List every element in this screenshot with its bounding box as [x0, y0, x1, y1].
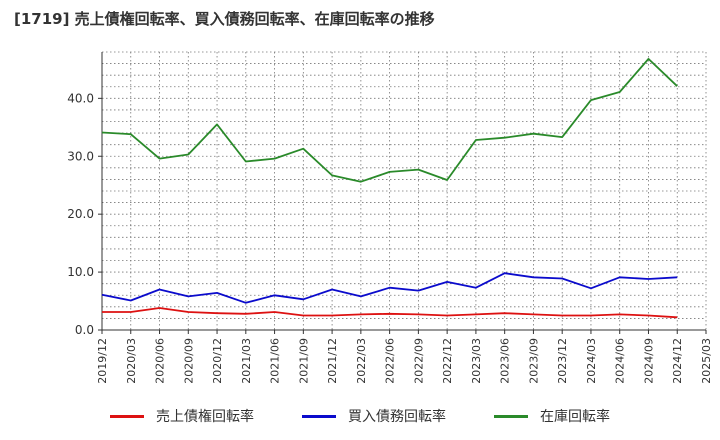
chart-title: [1719] 売上債権回転率、買入債務回転率、在庫回転率の推移	[14, 10, 435, 28]
grid-layer	[101, 51, 707, 331]
axis-layer	[98, 52, 707, 334]
series-layer	[101, 58, 678, 319]
y-tick-label: 0.0	[75, 323, 94, 337]
legend-item-payables: 買入債務回転率	[302, 406, 446, 426]
x-tick-label: 2022/06	[384, 338, 397, 384]
series-line-inventory	[101, 58, 678, 183]
legend-label-inventory: 在庫回転率	[540, 409, 610, 425]
x-tick-label: 2025/03	[700, 338, 713, 384]
x-tick-label: 2021/03	[240, 338, 253, 384]
x-tick-label: 2024/09	[642, 338, 655, 384]
legend-swatch-payables	[302, 414, 336, 418]
x-tick-label: 2024/12	[671, 338, 684, 384]
x-tick-label: 2022/12	[441, 338, 454, 384]
x-tick-label: 2024/06	[614, 338, 627, 384]
series-line-receivables	[102, 307, 678, 319]
x-tick-label: 2022/03	[355, 338, 368, 384]
x-tick-label: 2021/12	[326, 338, 339, 384]
x-tick-label: 2020/09	[182, 338, 195, 384]
legend-swatch-receivables	[110, 414, 144, 418]
y-tick-label: 30.0	[67, 149, 94, 163]
legend-item-receivables: 売上債権回転率	[110, 406, 254, 426]
x-tick-label: 2021/06	[269, 338, 282, 384]
x-tick-label: 2022/09	[412, 338, 425, 384]
label-layer: 0.0 10.0 20.0 30.0 40.0 2019/12 2020/03 2020/06…	[67, 91, 713, 383]
x-tick-label: 2020/12	[211, 338, 224, 384]
legend: 売上債権回転率 買入債務回転率 在庫回転率	[0, 406, 720, 426]
y-tick-label: 40.0	[67, 91, 94, 105]
y-tick-label: 20.0	[67, 207, 94, 221]
y-tick-label: 10.0	[67, 265, 94, 279]
x-tick-label: 2023/12	[556, 338, 569, 384]
legend-label-payables: 買入債務回転率	[348, 409, 446, 425]
legend-swatch-inventory	[494, 414, 528, 418]
x-tick-label: 2023/03	[470, 338, 483, 384]
x-tick-label: 2023/09	[527, 338, 540, 384]
x-tick-label: 2020/06	[154, 338, 167, 384]
legend-item-inventory: 在庫回転率	[494, 406, 610, 426]
x-tick-label: 2024/03	[585, 338, 598, 384]
x-tick-label: 2019/12	[96, 338, 109, 384]
series-line-payables	[101, 272, 678, 304]
x-tick-label: 2021/09	[297, 338, 310, 384]
x-tick-label: 2023/06	[499, 338, 512, 384]
legend-label-receivables: 売上債権回転率	[156, 409, 254, 425]
x-tick-label: 2020/03	[125, 338, 138, 384]
